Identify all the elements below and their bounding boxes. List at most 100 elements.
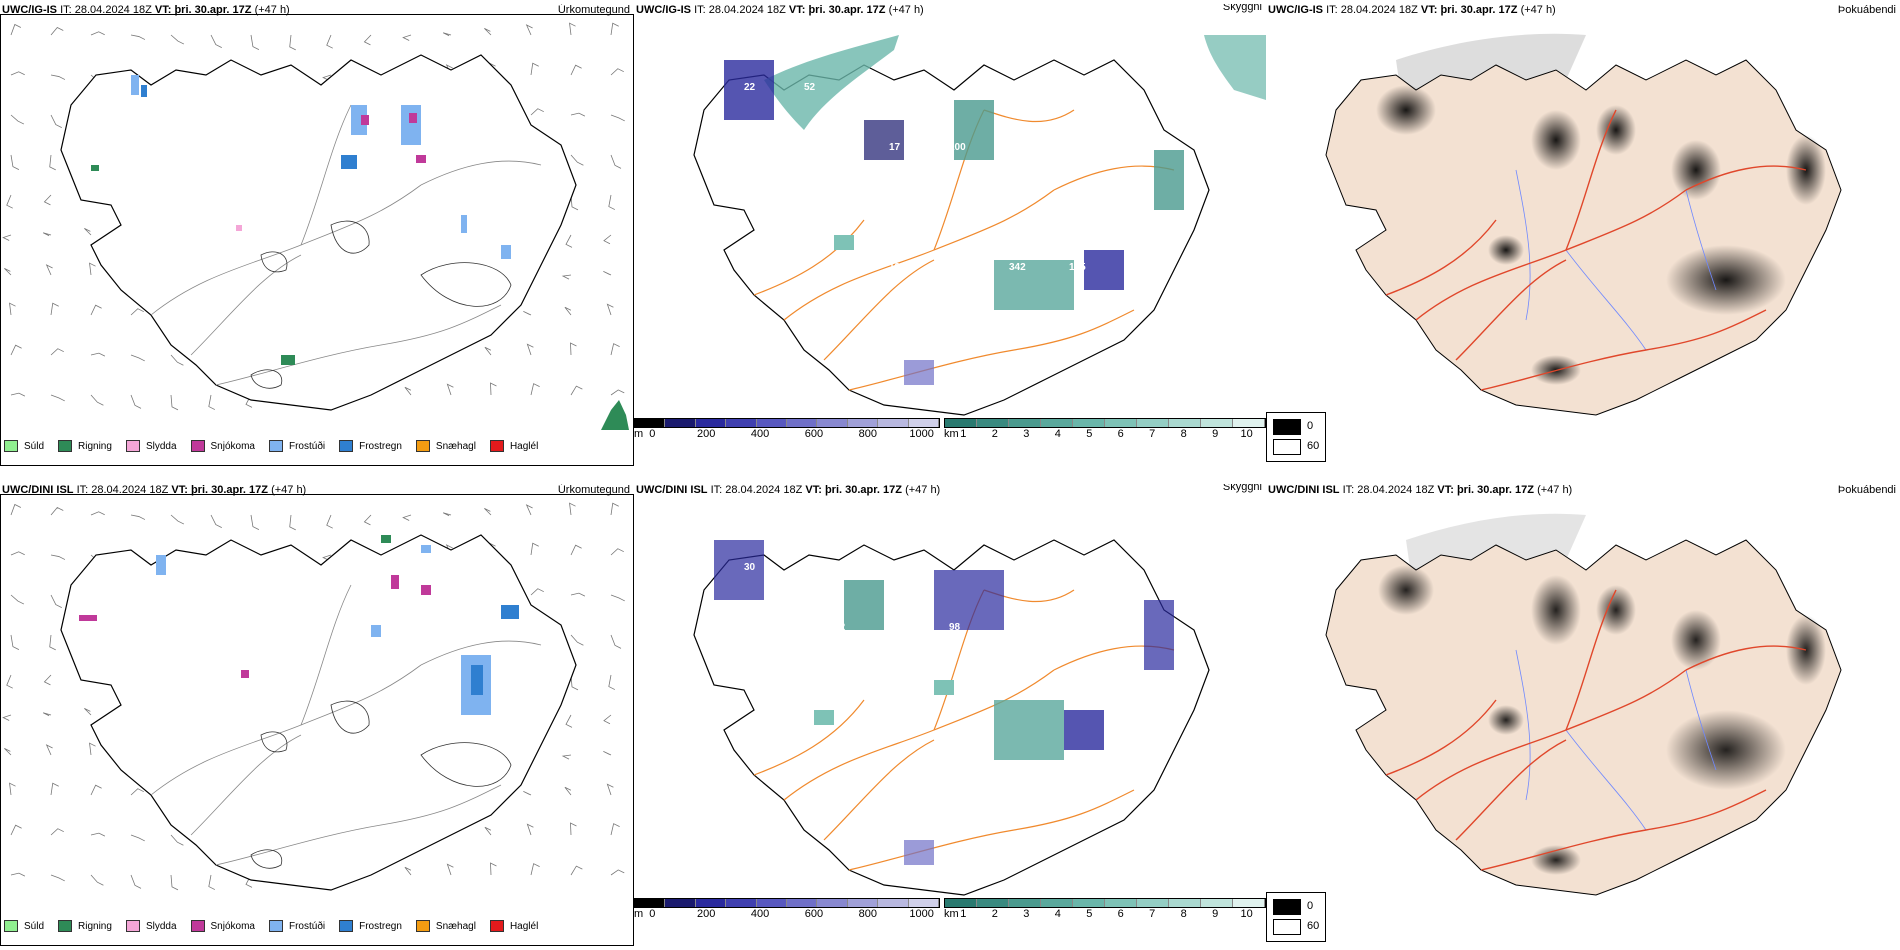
scale-tick: 6 [1117, 908, 1124, 920]
lead-time: (+47 h) [271, 484, 307, 496]
vis-value-label: 22 [769, 622, 781, 633]
scale-tick: 400 [750, 908, 770, 920]
wind-barb [608, 194, 616, 210]
it-label: IT: [1326, 4, 1338, 16]
wind-barb [50, 782, 59, 796]
legend-item: Snæhagl [415, 440, 476, 452]
scale-step [1169, 419, 1201, 427]
precip-patches [79, 535, 519, 715]
vis-value-label: 77 [1104, 82, 1116, 93]
legend-item: Snæhagl [415, 920, 476, 932]
scale-step [1105, 419, 1137, 427]
wind-barb [610, 389, 625, 396]
wind-barb [10, 551, 25, 556]
wind-barb [570, 342, 577, 356]
lead-time: (+47 h) [1537, 484, 1573, 496]
legend-label: Súld [24, 440, 45, 452]
legend-item: Rigning [58, 440, 112, 452]
scale-step [1073, 899, 1105, 907]
rivers [1515, 649, 1717, 831]
vis-value-label: 36 [984, 202, 996, 213]
wind-barb [610, 502, 619, 516]
vis-title: Skyggni [1222, 484, 1262, 493]
lead-time: (+47 h) [1520, 4, 1556, 16]
wind-barb [402, 514, 412, 521]
scale-step [847, 899, 879, 907]
wind-barb [50, 74, 66, 80]
fog-key-dark [1273, 419, 1301, 435]
vt-value: þri. 30.apr. 17Z [174, 4, 252, 16]
wind-barb [10, 392, 26, 397]
wind-barb [530, 108, 544, 116]
scale-tick: 10 [1240, 908, 1253, 920]
wind-barb [90, 304, 102, 316]
wind-barb [50, 828, 64, 836]
it-label: IT: [1342, 484, 1355, 496]
vis-value-label: 29 [804, 202, 816, 213]
wind-barb [570, 865, 583, 876]
fog-header: UWC/IG-IS IT: 28.04.2024 18Z VT: þri. 30… [1268, 4, 1898, 20]
wind-barb [530, 863, 540, 876]
scale-step [878, 419, 909, 427]
scale-unit: km [944, 428, 959, 440]
model-name: UWC/DINI ISL [636, 484, 708, 496]
precip-patches [91, 75, 511, 365]
scale-step [635, 899, 666, 907]
fog-map [1325, 33, 1842, 416]
legend-item: Frostregn [339, 440, 402, 452]
it-value: 28.04.2024 18Z [74, 4, 152, 16]
vt-value: þri. 30.apr. 17Z [808, 4, 886, 16]
legend-swatch [339, 440, 354, 452]
scale-step [787, 419, 818, 427]
scale-tick: 1000 [909, 428, 934, 440]
scale-step [945, 419, 977, 427]
wind-barb [250, 514, 260, 531]
vt-label: VT: [788, 4, 806, 16]
wind-barb [484, 27, 492, 36]
wind-barb [525, 24, 533, 36]
wind-barb [525, 504, 533, 516]
precip-title: Úrkomutegund [557, 484, 630, 496]
wind-barb [208, 394, 216, 410]
vis-value-label: 146 [1009, 142, 1026, 153]
precip-map [2, 22, 629, 430]
wind-barb [10, 503, 22, 516]
wind-barb [569, 22, 576, 36]
wind-barb [170, 394, 179, 411]
scale-m: m 0 200 400 600 800 1000 [634, 418, 940, 442]
legend-item: Frostúði [268, 920, 325, 932]
scale-step [726, 419, 757, 427]
scale-tick: 200 [697, 908, 716, 920]
scale-tick: 1 [960, 908, 967, 920]
it-label: IT: [710, 484, 723, 496]
scale-step [878, 899, 909, 907]
legend-swatch [125, 920, 140, 932]
it-value: 28.04.2024 18Z [1357, 484, 1435, 496]
wind-barb [561, 274, 572, 280]
model-name: UWC/IG-IS [636, 4, 691, 16]
scale-tick: 6 [1117, 428, 1124, 440]
scale-step [977, 419, 1009, 427]
vis-value-label: 7 [984, 322, 990, 333]
scale-step [695, 899, 727, 907]
scale-tick: 2 [991, 908, 998, 920]
wind-barb [569, 502, 576, 516]
wind-barb [10, 344, 22, 356]
vis-value-label: 112 [1044, 202, 1061, 213]
wind-barb [326, 34, 333, 49]
vis-value-label: 32 [1104, 562, 1116, 573]
model-name: UWC/IG-IS [2, 4, 57, 16]
wind-barb [90, 784, 102, 796]
wind-barb [170, 514, 185, 525]
scale-tick: 5 [1086, 908, 1093, 920]
legend-swatch [415, 920, 430, 932]
legend-item: Frostregn [339, 920, 402, 932]
vis-value-label: 100 [949, 142, 966, 153]
scale-step [847, 419, 879, 427]
wind-barb [130, 788, 144, 796]
scale-step [787, 899, 818, 907]
wind-barb [490, 862, 497, 876]
legend-label: Haglél [509, 440, 539, 452]
vis-value-label: 70 [1044, 562, 1056, 573]
wind-barb [570, 154, 584, 166]
